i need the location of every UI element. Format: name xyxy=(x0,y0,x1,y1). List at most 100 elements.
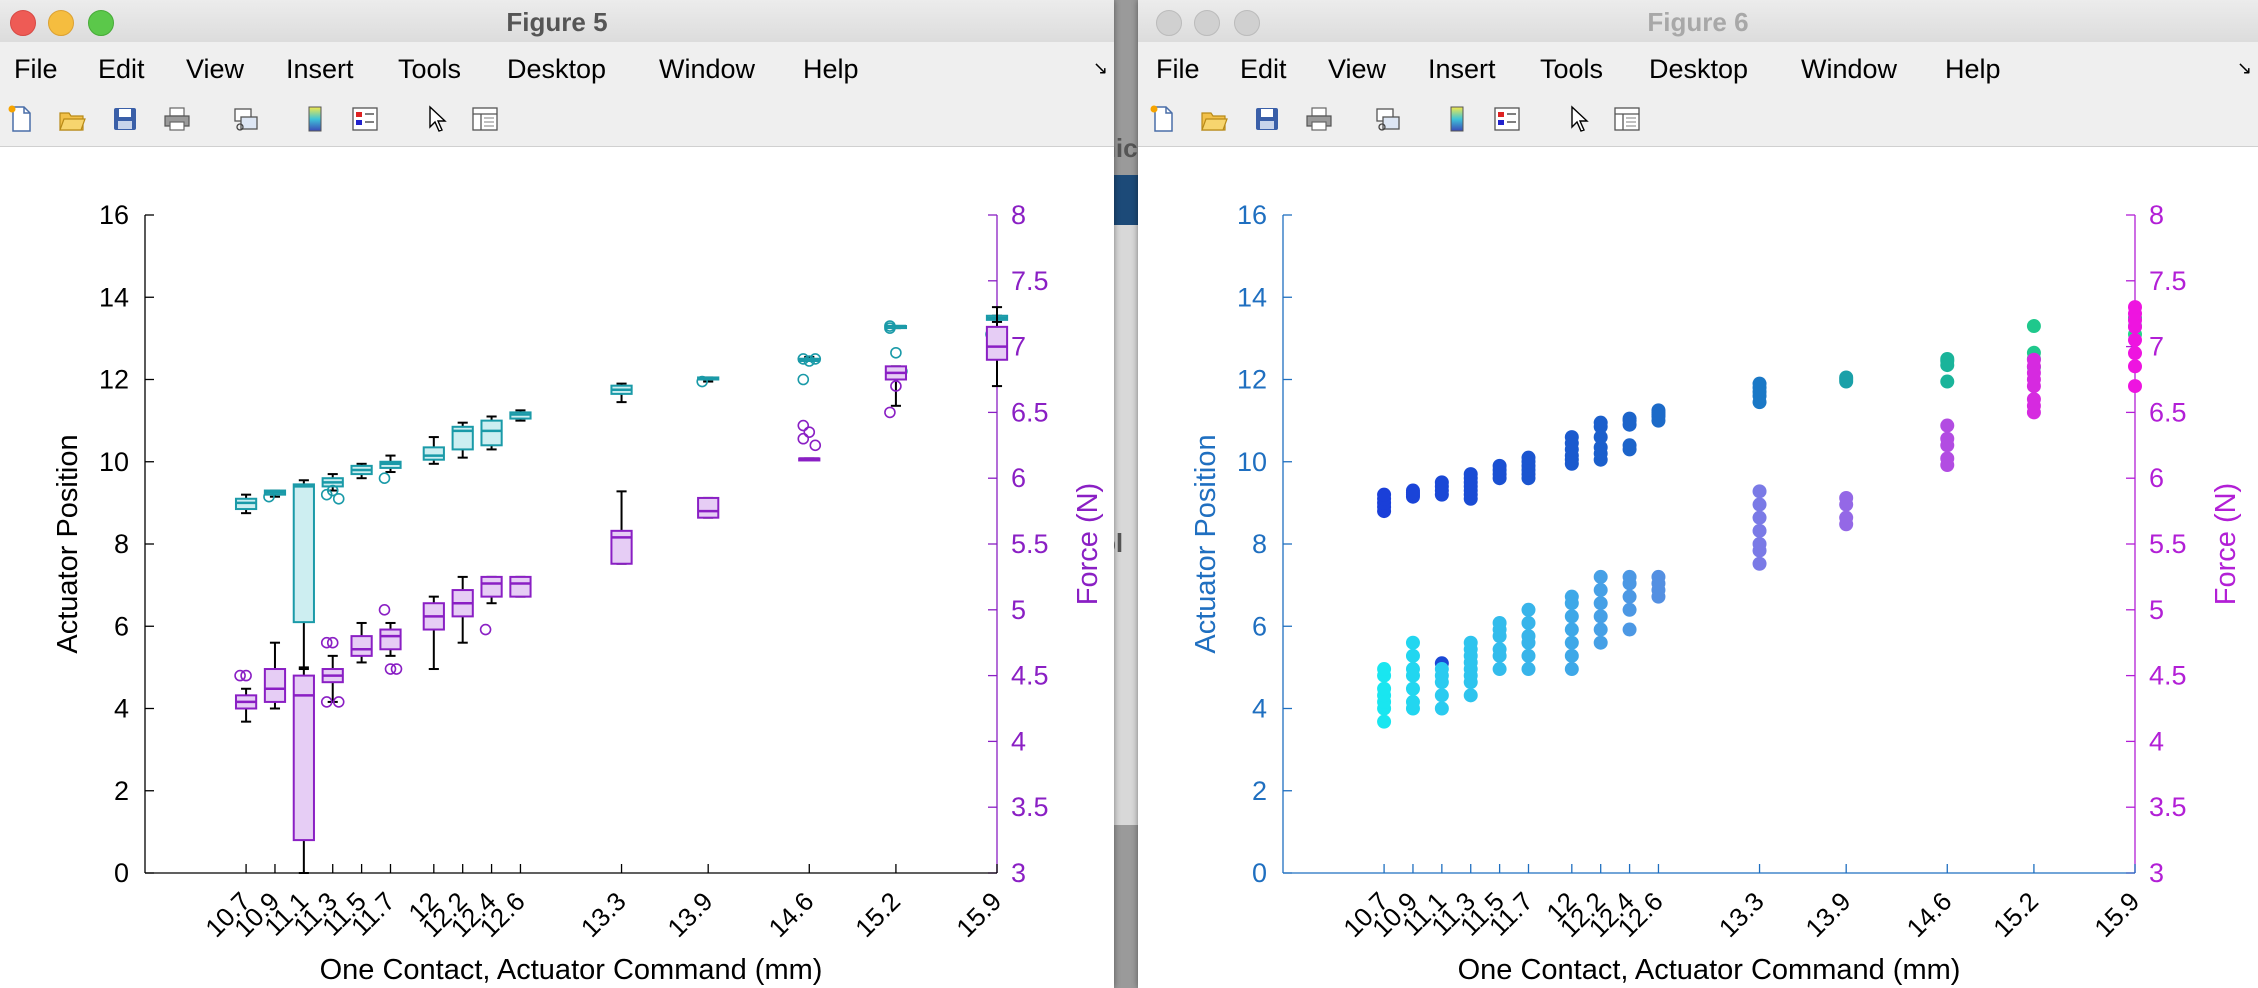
menu-insert[interactable]: Insert xyxy=(286,54,354,84)
dock-arrow-icon[interactable]: ↘ xyxy=(2236,58,2252,78)
force-outlier xyxy=(809,439,822,452)
close-button[interactable] xyxy=(10,10,36,36)
position-point xyxy=(1940,351,1955,366)
force-box xyxy=(697,496,720,519)
save-icon[interactable] xyxy=(110,104,140,134)
menu-edit[interactable]: Edit xyxy=(98,54,145,84)
title-bar: Figure 5 xyxy=(0,0,1114,43)
right-y-tick-label: 8 xyxy=(1011,200,1026,230)
position-point xyxy=(1463,467,1478,482)
force-box xyxy=(379,628,402,651)
menu-help[interactable]: Help xyxy=(1945,54,2001,84)
right-y-tick-label: 5.5 xyxy=(1011,529,1049,559)
force-box xyxy=(292,674,315,842)
link-icon[interactable] xyxy=(231,104,261,134)
force-point xyxy=(2026,392,2041,407)
menu-view[interactable]: View xyxy=(1328,54,1387,84)
force-point xyxy=(1593,635,1608,650)
legend-icon[interactable] xyxy=(350,104,380,134)
figure-toolbar xyxy=(0,90,1114,147)
force-point xyxy=(1434,688,1449,703)
position-outlier xyxy=(809,353,822,365)
pointer-icon[interactable] xyxy=(1564,104,1594,134)
force-point xyxy=(1521,648,1536,663)
force-point xyxy=(1593,583,1608,598)
x-tick-label: 13.9 xyxy=(661,886,718,943)
menu-tools[interactable]: Tools xyxy=(398,54,462,84)
menu-insert[interactable]: Insert xyxy=(1428,54,1496,84)
figure-toolbar xyxy=(1138,90,2258,147)
close-button[interactable] xyxy=(1156,10,1182,36)
right-y-tick-label: 4 xyxy=(2149,726,2164,756)
new-figure-icon[interactable] xyxy=(1148,104,1178,134)
menu-tools[interactable]: Tools xyxy=(1540,54,1604,84)
dock-arrow-icon[interactable]: ↘ xyxy=(1092,58,1108,78)
position-point xyxy=(1377,487,1392,502)
scatter-chart: 024681012141633.544.555.566.577.5810.710… xyxy=(1190,200,2242,986)
left-y-tick-label: 4 xyxy=(114,694,129,724)
open-file-icon[interactable] xyxy=(1199,104,1229,134)
minimize-button[interactable] xyxy=(48,10,74,36)
x-axis-label: One Contact, Actuator Command (mm) xyxy=(320,954,823,986)
force-outlier xyxy=(479,623,492,636)
right-y-tick-label: 3 xyxy=(2149,858,2164,888)
force-point xyxy=(1622,569,1637,584)
colorbar-icon[interactable] xyxy=(1442,104,1472,134)
zoom-button[interactable] xyxy=(88,10,114,36)
menu-help[interactable]: Help xyxy=(803,54,859,84)
position-point xyxy=(1622,411,1637,426)
left-y-tick-label: 2 xyxy=(1252,776,1267,806)
force-outlier xyxy=(326,636,339,649)
menu-desktop[interactable]: Desktop xyxy=(507,54,607,84)
right-y-tick-label: 8 xyxy=(2149,200,2164,230)
force-point xyxy=(1940,418,1955,433)
force-point xyxy=(1752,556,1767,571)
position-outlier xyxy=(378,472,391,485)
menu-window[interactable]: Window xyxy=(659,54,756,84)
new-figure-icon[interactable] xyxy=(6,104,36,134)
force-point xyxy=(1377,681,1392,696)
print-icon[interactable] xyxy=(162,104,192,134)
menu-desktop[interactable]: Desktop xyxy=(1649,54,1749,84)
position-point xyxy=(1593,430,1608,445)
open-file-icon[interactable] xyxy=(57,104,87,134)
right-y-tick-label: 5.5 xyxy=(2149,529,2187,559)
force-point xyxy=(1593,569,1608,584)
force-outlier xyxy=(332,696,345,708)
right-y-tick-label: 4 xyxy=(1011,726,1026,756)
legend-icon[interactable] xyxy=(1492,104,1522,134)
menu-edit[interactable]: Edit xyxy=(1240,54,1287,84)
print-icon[interactable] xyxy=(1304,104,1334,134)
property-inspector-icon[interactable] xyxy=(470,104,500,134)
force-point xyxy=(1492,642,1507,657)
force-point xyxy=(1593,622,1608,637)
menu-view[interactable]: View xyxy=(186,54,245,84)
left-y-tick-label: 14 xyxy=(99,282,129,312)
menu-file[interactable]: File xyxy=(14,54,58,84)
force-outlier xyxy=(797,432,810,445)
figure-5-window: Figure 5 File Edit View Insert Tools Des… xyxy=(0,0,1114,988)
pointer-icon[interactable] xyxy=(422,104,452,134)
force-point xyxy=(1752,523,1767,538)
property-inspector-icon[interactable] xyxy=(1612,104,1642,134)
right-y-axis-label: Force (N) xyxy=(2210,483,2242,605)
link-icon[interactable] xyxy=(1373,104,1403,134)
force-point xyxy=(1839,510,1854,525)
left-y-tick-label: 8 xyxy=(114,529,129,559)
menu-window[interactable]: Window xyxy=(1801,54,1898,84)
save-icon[interactable] xyxy=(1252,104,1282,134)
force-point xyxy=(1752,510,1767,525)
right-y-tick-label: 7 xyxy=(2149,332,2164,362)
position-point xyxy=(1752,376,1767,391)
right-y-tick-label: 3 xyxy=(1011,858,1026,888)
x-tick-label: 13.9 xyxy=(1799,886,1856,943)
force-point xyxy=(2128,379,2142,394)
minimize-button[interactable] xyxy=(1194,10,1220,36)
force-point xyxy=(1521,602,1536,617)
colorbar-icon[interactable] xyxy=(300,104,330,134)
force-point xyxy=(1521,662,1536,677)
menu-file[interactable]: File xyxy=(1156,54,1200,84)
left-y-tick-label: 4 xyxy=(1252,694,1267,724)
force-point xyxy=(1492,662,1507,677)
zoom-button[interactable] xyxy=(1234,10,1260,36)
